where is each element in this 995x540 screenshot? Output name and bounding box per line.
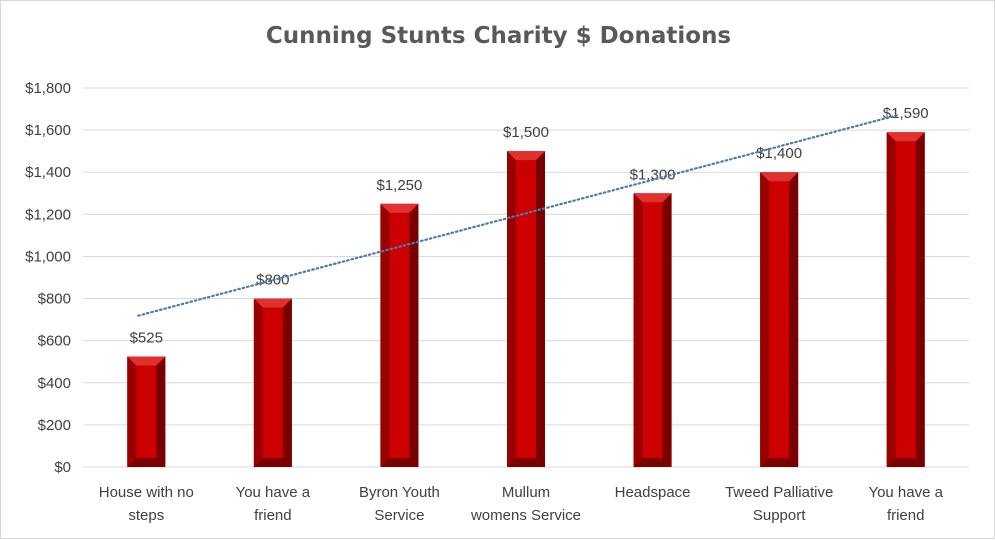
x-axis-category-labels: House with no steps You have a friend Byron … — [99, 484, 944, 524]
data-label: $1,250 — [376, 177, 422, 194]
x-category-label: House with no — [99, 484, 194, 501]
y-tick-label: $1,200 — [25, 206, 71, 223]
trendline-line — [137, 114, 899, 317]
bar-bevel-top — [886, 132, 925, 142]
x-category-label: womens Service — [470, 507, 581, 524]
bar-bevel-right — [789, 172, 799, 467]
bar-bevel-bottom — [633, 458, 672, 467]
x-category-label: friend — [887, 507, 925, 524]
data-label: $1,500 — [503, 124, 549, 141]
bar-bevel-left — [253, 298, 263, 467]
x-category-label: You have a — [868, 484, 943, 501]
chart-title: Cunning Stunts Charity $ Donations — [265, 23, 732, 49]
data-labels: $525$800$1,250$1,500$1,300$1,400$1,590 — [130, 105, 929, 346]
bar — [507, 151, 545, 467]
bar-bevel-top — [760, 172, 799, 182]
data-label: $1,590 — [883, 105, 929, 122]
bar-bevel-bottom — [253, 458, 292, 467]
bar-bevel-left — [127, 356, 137, 467]
x-category-label: You have a — [236, 484, 311, 501]
y-tick-label: $1,800 — [25, 80, 71, 97]
bar — [127, 356, 166, 467]
bar-bevel-top — [127, 356, 166, 366]
bar-bevel-left — [886, 132, 896, 467]
bar-bevel-right — [536, 151, 545, 467]
x-category-label: Tweed Palliative — [725, 484, 833, 501]
bar-bevel-left — [380, 203, 390, 468]
bar-bevel-top — [380, 203, 419, 213]
bar — [253, 298, 292, 467]
y-tick-label: $600 — [38, 333, 71, 350]
bar-bevel-bottom — [127, 458, 166, 467]
x-category-label: Support — [753, 507, 806, 524]
bar-bevel-right — [156, 356, 166, 467]
bar-bevel-bottom — [507, 458, 545, 467]
data-label: $525 — [130, 329, 163, 346]
bar-bevel-bottom — [760, 458, 799, 467]
bar-bevel-right — [282, 298, 292, 467]
trendline — [137, 114, 899, 317]
x-category-label: Mullum — [502, 484, 550, 501]
bar-bevel-right — [409, 203, 419, 468]
bar — [886, 132, 925, 467]
y-tick-label: $400 — [38, 375, 71, 392]
y-tick-label: $200 — [38, 417, 71, 434]
y-tick-label: $1,600 — [25, 122, 71, 139]
y-tick-label: $800 — [38, 291, 71, 308]
bar-bevel-left — [507, 151, 516, 467]
bars — [127, 132, 925, 468]
x-category-label: Byron Youth — [359, 484, 440, 501]
y-tick-label: $1,400 — [25, 164, 71, 181]
x-category-label: steps — [128, 507, 164, 524]
y-tick-label: $0 — [54, 459, 71, 476]
bar-bevel-top — [633, 193, 672, 203]
bar-bevel-right — [915, 132, 925, 467]
x-category-label: friend — [254, 507, 292, 524]
data-label: $1,400 — [756, 145, 802, 162]
bar-bevel-top — [507, 151, 545, 161]
bar — [633, 193, 672, 467]
x-category-label: Headspace — [615, 484, 691, 501]
bar-bevel-left — [633, 193, 643, 467]
data-label: $1,300 — [630, 166, 676, 183]
y-axis-tick-labels: $0 $200 $400 $600 $800 $1,000 $1,200 $1,400 $1,6… — [25, 80, 71, 476]
bar-bevel-bottom — [380, 458, 419, 467]
bar-bevel-bottom — [886, 458, 925, 467]
bar — [760, 172, 799, 467]
bar-bevel-left — [760, 172, 770, 467]
bar-bevel-top — [253, 298, 292, 308]
bar-bevel-right — [662, 193, 672, 467]
x-category-label: Service — [374, 507, 424, 524]
y-tick-label: $1,000 — [25, 248, 71, 265]
